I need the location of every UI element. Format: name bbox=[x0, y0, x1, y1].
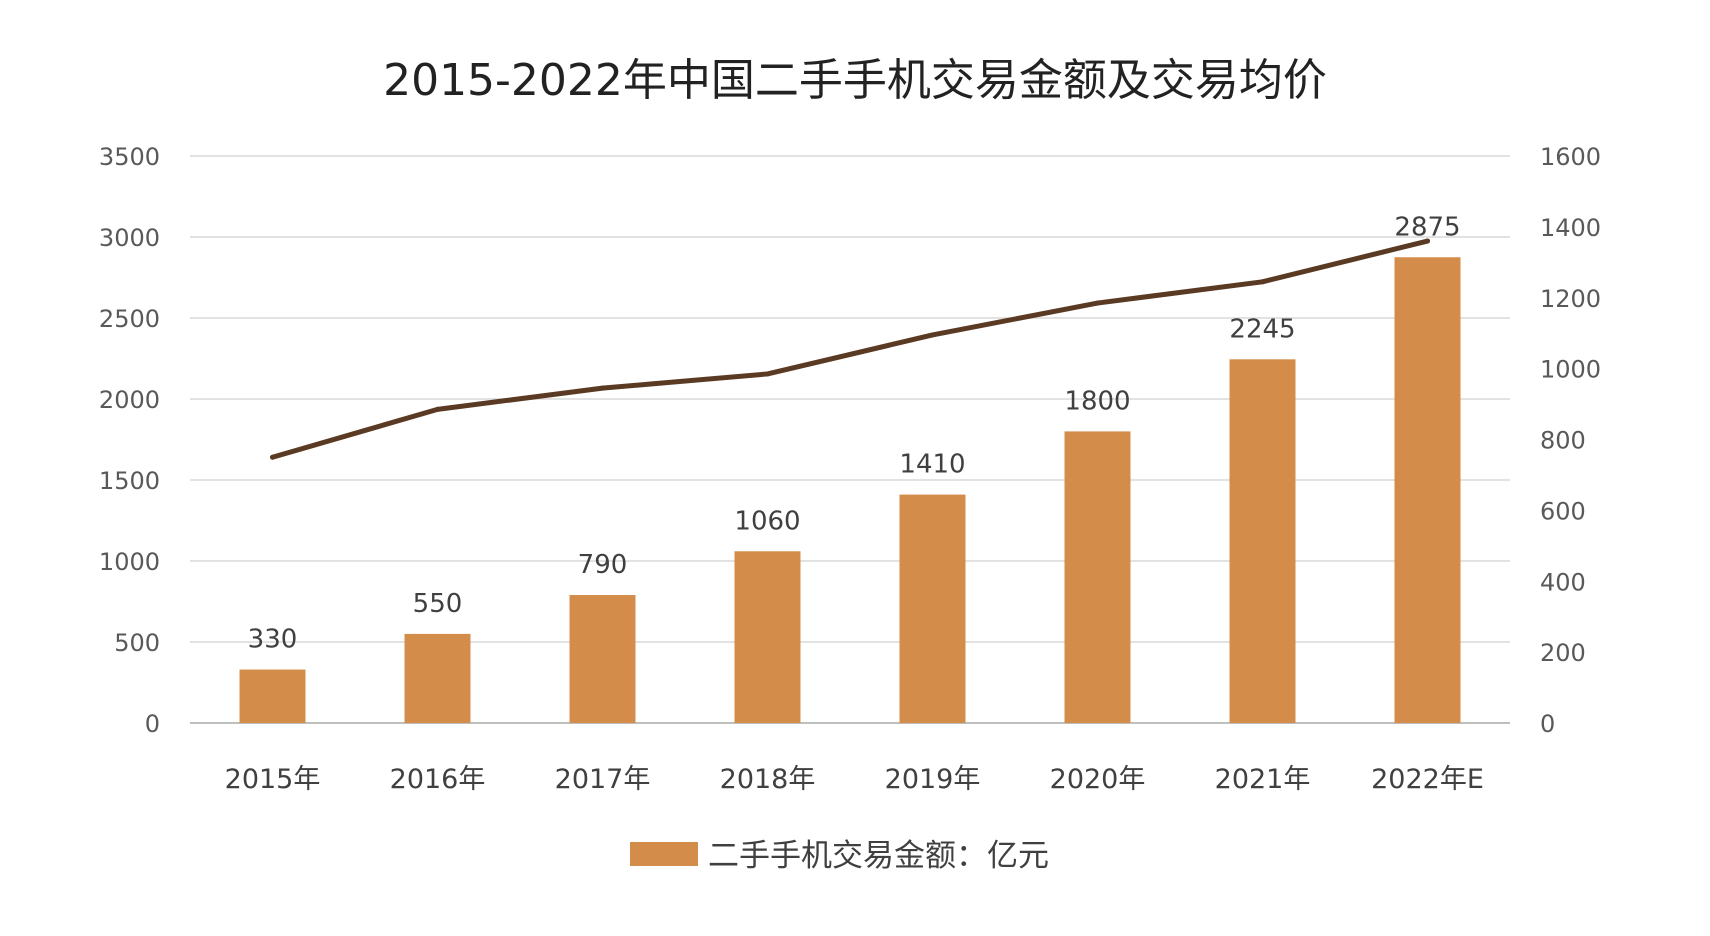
legend-label: 二手手机交易金额：亿元 bbox=[708, 838, 1049, 874]
bar bbox=[899, 494, 966, 723]
bar bbox=[734, 551, 801, 723]
right-tick-label: 200 bbox=[1540, 639, 1586, 667]
right-tick-label: 600 bbox=[1540, 497, 1586, 525]
bar-series bbox=[239, 257, 1461, 723]
bar-data-label: 550 bbox=[413, 589, 463, 619]
bar-data-label: 1060 bbox=[734, 506, 800, 536]
category-label: 2015年 bbox=[225, 764, 321, 795]
category-label: 2019年 bbox=[885, 764, 981, 795]
left-axis: 0 500 1000 1500 2000 2500 3000 3500 bbox=[99, 143, 160, 738]
line-series-path bbox=[270, 238, 1430, 460]
line-point bbox=[435, 406, 440, 412]
category-label: 2021年 bbox=[1215, 764, 1311, 795]
gridlines bbox=[190, 155, 1510, 724]
category-label: 2018年 bbox=[720, 764, 816, 795]
legend: 二手手机交易金额：亿元 bbox=[630, 838, 1049, 874]
left-tick-label: 3000 bbox=[99, 224, 160, 252]
right-tick-label: 1000 bbox=[1540, 356, 1601, 384]
bar-data-label: 2875 bbox=[1394, 212, 1460, 242]
left-tick-label: 0 bbox=[145, 710, 160, 738]
bar-data-label: 2245 bbox=[1229, 314, 1295, 344]
right-tick-label: 1600 bbox=[1540, 143, 1601, 171]
bar-data-label: 1800 bbox=[1064, 386, 1130, 416]
bar-data-label: 1410 bbox=[899, 450, 965, 480]
left-tick-label: 2500 bbox=[99, 305, 160, 333]
bar-data-label: 330 bbox=[248, 625, 298, 655]
right-tick-label: 0 bbox=[1540, 710, 1555, 738]
category-label: 2022年E bbox=[1371, 764, 1484, 795]
left-tick-label: 1500 bbox=[99, 467, 160, 495]
chart-title: 2015-2022年中国二手手机交易金额及交易均价 bbox=[383, 55, 1327, 106]
line-point bbox=[1425, 238, 1430, 244]
bar bbox=[1064, 431, 1131, 723]
bar bbox=[569, 595, 636, 723]
left-tick-label: 3500 bbox=[99, 143, 160, 171]
right-axis: 0 200 400 600 800 1000 1200 1400 1600 bbox=[1540, 143, 1601, 738]
right-tick-label: 400 bbox=[1540, 568, 1586, 596]
bar bbox=[1229, 359, 1296, 723]
category-label: 2017年 bbox=[555, 764, 651, 795]
bar bbox=[1394, 257, 1461, 723]
line-point bbox=[600, 385, 605, 391]
line-point bbox=[1095, 300, 1100, 306]
line-point bbox=[765, 371, 770, 377]
line-point bbox=[270, 454, 275, 460]
category-label: 2016年 bbox=[390, 764, 486, 795]
x-axis: 2015年 2016年 2017年 2018年 2019年 2020年 2021年 2022年… bbox=[225, 764, 1484, 795]
right-tick-label: 800 bbox=[1540, 427, 1586, 455]
left-tick-label: 2000 bbox=[99, 386, 160, 414]
bar-data-label: 790 bbox=[578, 550, 628, 580]
legend-swatch bbox=[630, 842, 698, 866]
left-tick-label: 1000 bbox=[99, 548, 160, 576]
bar bbox=[239, 669, 306, 723]
line-point bbox=[930, 332, 935, 338]
line-series bbox=[270, 238, 1430, 460]
data-labels: 330 550 790 1060 1410 1800 2245 2875 bbox=[248, 212, 1461, 654]
right-tick-label: 1400 bbox=[1540, 214, 1601, 242]
right-tick-label: 1200 bbox=[1540, 285, 1601, 313]
left-tick-label: 500 bbox=[114, 629, 160, 657]
line-point bbox=[1260, 279, 1265, 285]
category-label: 2020年 bbox=[1050, 764, 1146, 795]
bar bbox=[404, 633, 471, 723]
